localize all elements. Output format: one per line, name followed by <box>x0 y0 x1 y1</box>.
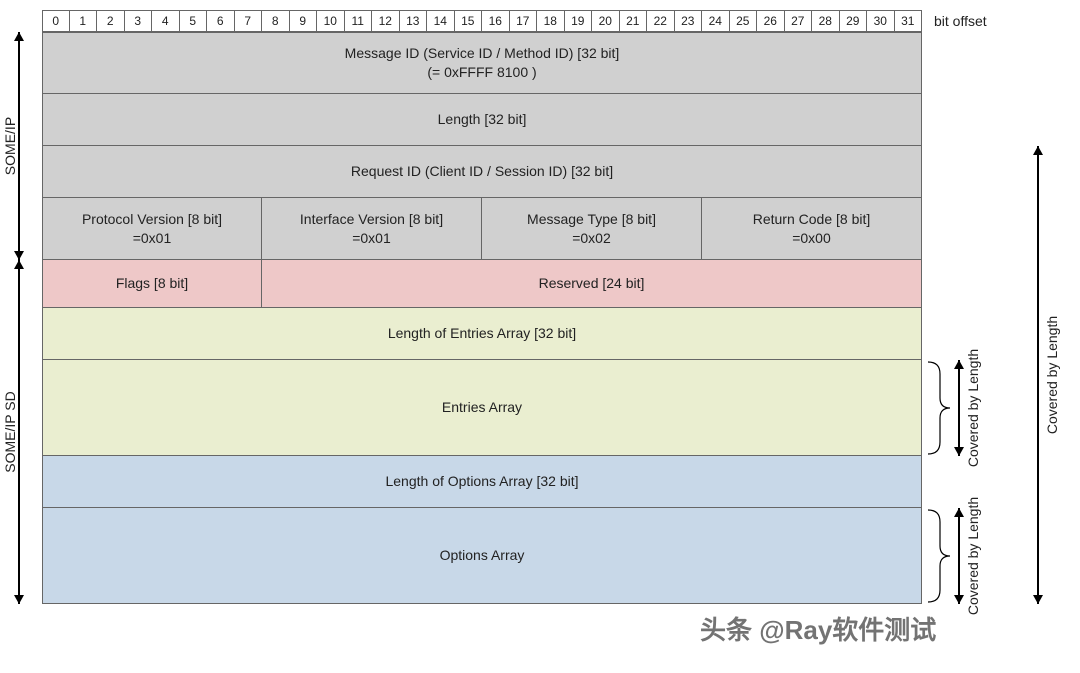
bit-cell: 13 <box>400 10 428 32</box>
left-section-label: SOME/IP SD <box>2 382 18 482</box>
arrow-head-down <box>1033 595 1043 604</box>
bit-cell: 29 <box>840 10 868 32</box>
bit-cell: 30 <box>867 10 895 32</box>
arrow-head-up <box>14 260 24 269</box>
bit-cell: 14 <box>427 10 455 32</box>
protocol-field: Length [32 bit] <box>42 94 922 146</box>
right-bracket-label: Covered by Length <box>1044 300 1060 450</box>
protocol-row: Length [32 bit] <box>42 94 922 146</box>
protocol-row: Protocol Version [8 bit]=0x01Interface V… <box>42 198 922 260</box>
field-text: =0x01 <box>133 229 172 248</box>
watermark-text: 头条 @Ray软件测试 <box>700 610 936 647</box>
field-text: Return Code [8 bit] <box>753 210 871 229</box>
right-bracket-label: Covered by Length <box>965 481 981 631</box>
left-section-label: SOME/IP <box>2 96 18 196</box>
field-text: Interface Version [8 bit] <box>300 210 443 229</box>
field-text: (= 0xFFFF 8100 ) <box>427 63 536 82</box>
protocol-field: Message Type [8 bit]=0x02 <box>482 198 702 260</box>
protocol-field: Request ID (Client ID / Session ID) [32 … <box>42 146 922 198</box>
bit-cell: 3 <box>125 10 153 32</box>
right-bracket-label: Covered by Length <box>965 333 981 483</box>
bit-cell: 26 <box>757 10 785 32</box>
bit-offset-label: bit offset <box>934 13 987 29</box>
bit-cell: 18 <box>537 10 565 32</box>
bit-cell: 11 <box>345 10 373 32</box>
vertical-arrow-line <box>958 360 960 456</box>
protocol-field: Length of Options Array [32 bit] <box>42 456 922 508</box>
bit-cell: 15 <box>455 10 483 32</box>
bit-cell: 28 <box>812 10 840 32</box>
protocol-row: Length of Entries Array [32 bit] <box>42 308 922 360</box>
bit-cell: 5 <box>180 10 208 32</box>
protocol-field: Interface Version [8 bit]=0x01 <box>262 198 482 260</box>
field-text: Options Array <box>440 546 525 565</box>
field-text: =0x01 <box>352 229 391 248</box>
arrow-head-up <box>14 32 24 41</box>
bit-cell: 24 <box>702 10 730 32</box>
bit-cell: 6 <box>207 10 235 32</box>
bit-cell: 20 <box>592 10 620 32</box>
arrow-head-up <box>1033 146 1043 155</box>
field-text: Length [32 bit] <box>438 110 527 129</box>
bit-cell: 1 <box>70 10 98 32</box>
field-text: Request ID (Client ID / Session ID) [32 … <box>351 162 613 181</box>
protocol-row: Request ID (Client ID / Session ID) [32 … <box>42 146 922 198</box>
protocol-row: Flags [8 bit] Reserved [24 bit] <box>42 260 922 308</box>
vertical-arrow-line <box>18 32 20 260</box>
protocol-field: Entries Array <box>42 360 922 456</box>
vertical-arrow-line <box>1037 146 1039 604</box>
vertical-arrow-line <box>958 508 960 604</box>
bit-cell: 31 <box>895 10 923 32</box>
field-text: Protocol Version [8 bit] <box>82 210 222 229</box>
bit-cell: 12 <box>372 10 400 32</box>
protocol-field: Return Code [8 bit]=0x00 <box>702 198 922 260</box>
arrow-head-up <box>954 360 964 369</box>
vertical-arrow-line <box>18 260 20 604</box>
field-text: Flags [8 bit] <box>116 274 188 293</box>
arrow-head-down <box>14 251 24 260</box>
bit-cell: 9 <box>290 10 318 32</box>
field-text: Entries Array <box>442 398 522 417</box>
protocol-row: Length of Options Array [32 bit] <box>42 456 922 508</box>
bit-cell: 27 <box>785 10 813 32</box>
protocol-row: Message ID (Service ID / Method ID) [32 … <box>42 32 922 94</box>
protocol-row: Entries Array <box>42 360 922 456</box>
bit-cell: 17 <box>510 10 538 32</box>
arrow-head-down <box>14 595 24 604</box>
bit-cell: 21 <box>620 10 648 32</box>
field-text: Length of Options Array [32 bit] <box>385 472 578 491</box>
bit-cell: 16 <box>482 10 510 32</box>
protocol-field: Protocol Version [8 bit]=0x01 <box>42 198 262 260</box>
bracket-curly <box>928 360 952 456</box>
bracket-curly <box>928 508 952 604</box>
field-text: =0x00 <box>792 229 831 248</box>
bit-cell: 2 <box>97 10 125 32</box>
protocol-field: Message ID (Service ID / Method ID) [32 … <box>42 32 922 94</box>
bit-cell: 8 <box>262 10 290 32</box>
bit-cell: 25 <box>730 10 758 32</box>
bit-offset-header: 0123456789101112131415161718192021222324… <box>42 10 922 32</box>
field-text: Length of Entries Array [32 bit] <box>388 324 576 343</box>
bit-cell: 10 <box>317 10 345 32</box>
arrow-head-down <box>954 447 964 456</box>
protocol-row: Options Array <box>42 508 922 604</box>
bit-cell: 4 <box>152 10 180 32</box>
protocol-field: Reserved [24 bit] <box>262 260 922 308</box>
protocol-field: Options Array <box>42 508 922 604</box>
field-text: =0x02 <box>572 229 611 248</box>
arrow-head-up <box>954 508 964 517</box>
bit-cell: 0 <box>42 10 70 32</box>
bit-cell: 23 <box>675 10 703 32</box>
bit-cell: 7 <box>235 10 263 32</box>
field-text: Reserved [24 bit] <box>539 274 645 293</box>
field-text: Message ID (Service ID / Method ID) [32 … <box>345 44 620 63</box>
protocol-field: Flags [8 bit] <box>42 260 262 308</box>
field-text: Message Type [8 bit] <box>527 210 656 229</box>
protocol-field: Length of Entries Array [32 bit] <box>42 308 922 360</box>
arrow-head-down <box>954 595 964 604</box>
bit-cell: 22 <box>647 10 675 32</box>
bit-cell: 19 <box>565 10 593 32</box>
